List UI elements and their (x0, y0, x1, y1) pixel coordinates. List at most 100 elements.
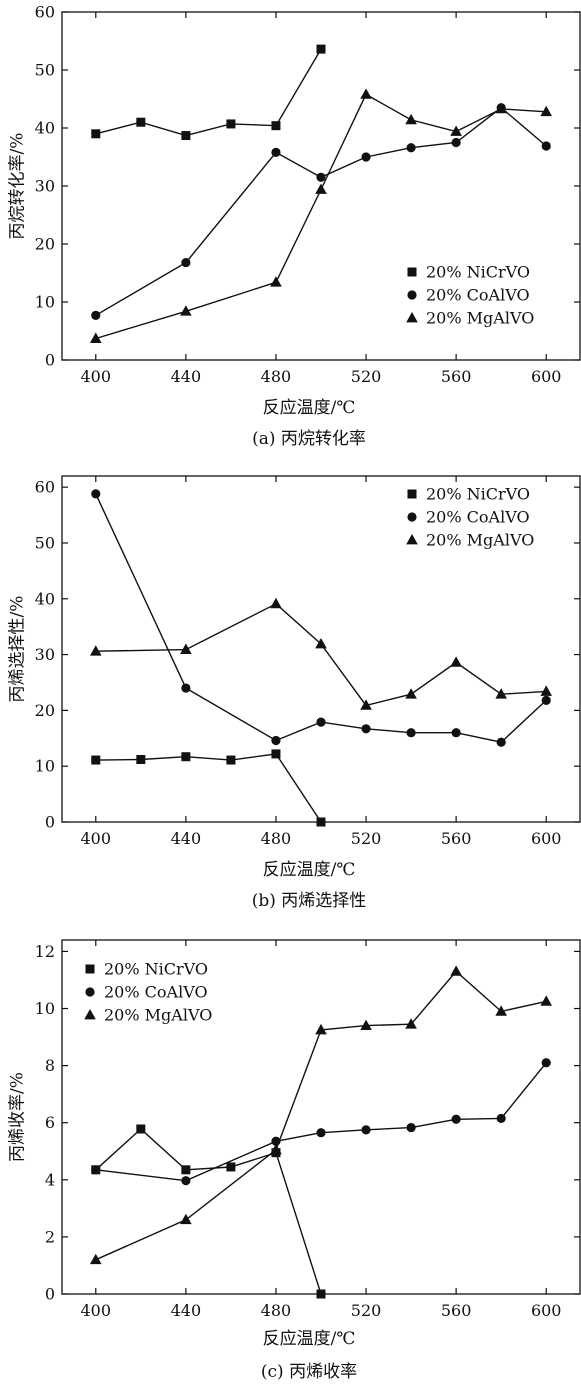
data-point (540, 105, 553, 117)
data-point (406, 728, 416, 738)
legend: 20% NiCrVO 20% CoAlVO 20% MgAlVO (406, 485, 534, 550)
legend-label: 20% MgAlVO (426, 309, 534, 328)
legend-label: 20% CoAlVO (104, 983, 208, 1002)
data-point (91, 489, 101, 499)
chart-2: 400 440 480 520 560 600 0 10 20 30 40 50 60 反应温度/℃ 丙烯选… (8, 475, 581, 911)
data-point (450, 125, 462, 136)
y-tick-label: 20 (35, 235, 55, 254)
data-point (541, 141, 551, 151)
data-point (226, 755, 236, 765)
data-point (315, 183, 327, 194)
x-tick-label: 560 (441, 829, 472, 848)
data-point (180, 1213, 192, 1225)
y-tick-label: 50 (35, 61, 55, 80)
y-axis-label: 丙烷转化率/% (8, 133, 28, 240)
data-point (450, 965, 462, 976)
legend-marker (406, 534, 418, 545)
legend: 20% NiCrVO 20% CoAlVO 20% MgAlVO (406, 263, 534, 328)
data-point (136, 1124, 146, 1134)
data-point (540, 685, 553, 696)
y-tick-label: 30 (35, 645, 55, 664)
data-point (89, 1253, 102, 1265)
data-point (226, 119, 236, 129)
legend-label: 20% NiCrVO (426, 263, 530, 282)
data-point (316, 44, 326, 54)
data-point (271, 735, 281, 746)
legend-marker (406, 312, 418, 323)
data-point (496, 737, 506, 747)
y-tick-label: 4 (45, 1170, 55, 1189)
data-point (91, 1165, 101, 1175)
x-tick-label: 520 (351, 367, 382, 386)
legend-marker (85, 987, 95, 997)
data-point (315, 1023, 327, 1035)
data-point (270, 276, 282, 287)
x-tick-label: 600 (531, 829, 562, 848)
series-triangle (89, 597, 553, 710)
y-tick-label: 40 (35, 119, 55, 138)
y-tick-label: 2 (45, 1227, 55, 1246)
series-square (91, 1124, 326, 1299)
data-point (451, 137, 461, 148)
data-point (451, 728, 461, 738)
data-point (89, 332, 102, 343)
data-point (316, 817, 326, 827)
data-point (226, 1162, 236, 1172)
y-tick-label: 0 (45, 813, 55, 832)
y-tick-label: 0 (45, 351, 55, 370)
data-point (181, 257, 191, 268)
x-tick-label: 560 (441, 367, 472, 386)
legend-marker (407, 290, 417, 300)
legend: 20% NiCrVO 20% CoAlVO 20% MgAlVO (84, 960, 212, 1025)
data-point (316, 172, 326, 182)
legend-label: 20% NiCrVO (104, 960, 208, 979)
chart-3: 400 440 480 520 560 600 0 2 4 6 8 10 12 反应温度/℃ 丙烯收率/% (… (8, 939, 581, 1382)
y-tick-label: 10 (35, 999, 55, 1018)
legend-marker (85, 964, 95, 974)
data-point (406, 1122, 416, 1133)
x-tick-label: 600 (531, 1301, 562, 1320)
y-tick-label: 12 (35, 942, 55, 961)
plot-frame (61, 475, 581, 823)
legend-marker (407, 267, 417, 277)
data-point (316, 717, 326, 727)
y-tick-label: 10 (35, 757, 55, 776)
legend-marker (407, 489, 417, 499)
series-line (95, 48, 322, 137)
series-line (95, 753, 322, 823)
x-tick-label: 480 (261, 367, 292, 386)
x-tick-label: 440 (171, 1301, 202, 1320)
data-point (180, 643, 192, 654)
series-triangle (89, 965, 553, 1265)
legend-marker (407, 512, 417, 522)
data-point (270, 597, 282, 609)
y-tick-label: 50 (35, 533, 55, 552)
x-tick-label: 480 (261, 829, 292, 848)
y-tick-label: 8 (45, 1056, 55, 1075)
data-point (181, 1165, 191, 1175)
data-point (496, 1113, 506, 1124)
data-point (91, 755, 101, 765)
y-tick-label: 0 (45, 1285, 55, 1304)
data-point (405, 1018, 417, 1029)
data-point (361, 1125, 371, 1135)
legend-label: 20% MgAlVO (104, 1006, 212, 1025)
data-point (450, 656, 462, 667)
x-tick-label: 520 (351, 829, 382, 848)
series-square (91, 44, 326, 141)
data-point (181, 683, 191, 693)
data-point (91, 129, 101, 139)
series-line (95, 106, 547, 316)
y-tick-label: 20 (35, 701, 55, 720)
data-point (495, 102, 507, 114)
x-tick-label: 400 (81, 367, 112, 386)
data-point (360, 699, 372, 710)
chart-1: 400 440 480 520 560 600 0 10 20 30 40 50 60 反应温度/℃ 丙烷转… (8, 3, 581, 449)
series-circle (91, 489, 551, 747)
data-point (405, 113, 417, 125)
x-tick-label: 520 (351, 1301, 382, 1320)
data-point (316, 1128, 326, 1138)
data-point (180, 305, 192, 316)
series-square (91, 749, 326, 827)
